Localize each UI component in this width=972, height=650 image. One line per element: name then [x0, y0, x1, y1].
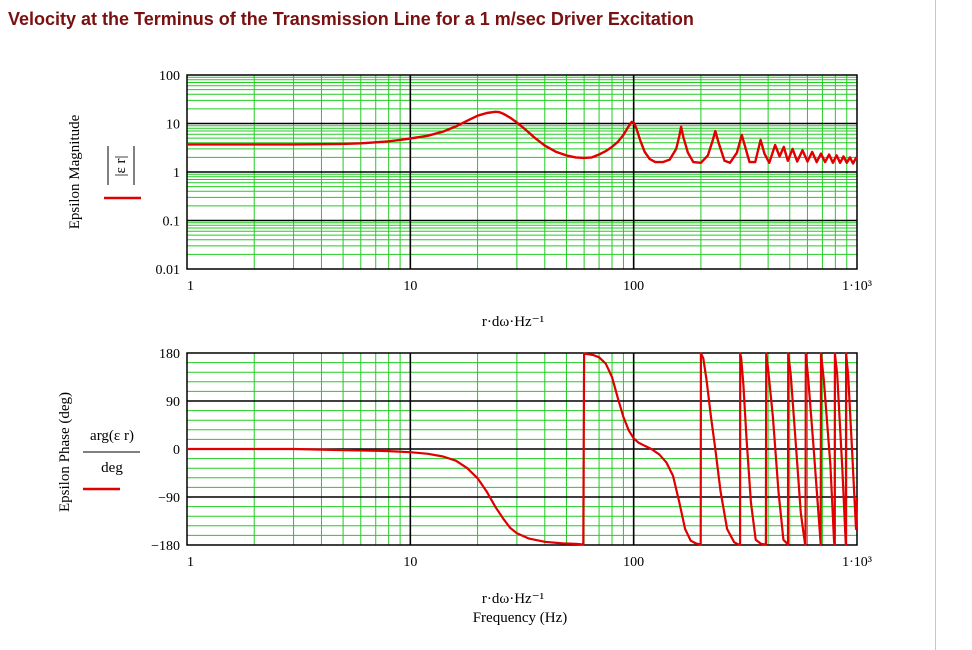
- scroll-divider: [935, 0, 936, 650]
- phase-x-axis-label: r·dω·Hz⁻¹: [482, 591, 544, 607]
- magnitude-frame: [186, 74, 858, 270]
- magnitude-series-line: [187, 110, 859, 165]
- phase-legend-denominator: deg: [101, 460, 123, 476]
- phase-y-axis-label: Epsilon Phase (deg): [57, 392, 73, 512]
- x-tick-label: 1: [187, 555, 194, 570]
- phase-series-line: [187, 352, 859, 546]
- y-tick-label: 0: [173, 443, 180, 458]
- phase-x-tick-labels: 1 10 100 1·10³: [187, 555, 872, 570]
- x-tick-label: 100: [623, 279, 644, 294]
- magnitude-y-axis-label: Epsilon Magnitude: [67, 114, 83, 229]
- y-tick-label: 90: [166, 395, 180, 410]
- y-tick-label: −90: [158, 491, 180, 506]
- y-tick-label: 0.1: [163, 215, 181, 230]
- magnitude-y-tick-labels: 100 10 1 0.1 0.01: [156, 69, 181, 278]
- phase-plot: 180 90 0 −90 −180 1 10 100 1·10³: [151, 347, 872, 570]
- x-tick-label: 100: [623, 555, 644, 570]
- magnitude-x-axis-label: r·dω·Hz⁻¹: [482, 314, 544, 330]
- y-tick-label: 0.01: [156, 263, 181, 278]
- magnitude-plot: 100 10 1 0.1 0.01 1 10 100 1·10³: [156, 69, 872, 294]
- y-tick-label: 1: [173, 166, 180, 181]
- x-tick-label: 10: [403, 279, 417, 294]
- y-tick-label: 10: [166, 118, 180, 133]
- x-tick-label: 1·10³: [842, 555, 872, 570]
- x-tick-label: 10: [403, 555, 417, 570]
- magnitude-legend: |ε r|: [104, 146, 141, 200]
- magnitude-x-tick-labels: 1 10 100 1·10³: [187, 279, 872, 294]
- y-tick-label: 100: [159, 69, 180, 84]
- magnitude-major-gridlines: [187, 75, 857, 269]
- phase-legend-numerator: arg(ε r): [90, 428, 134, 444]
- phase-y-tick-labels: 180 90 0 −90 −180: [151, 347, 180, 554]
- phase-legend: arg(ε r) deg: [83, 428, 140, 491]
- magnitude-legend-label: |ε r|: [113, 155, 129, 176]
- phase-x-axis-label-frequency: Frequency (Hz): [473, 610, 568, 626]
- x-tick-label: 1: [187, 279, 194, 294]
- y-tick-label: 180: [159, 347, 180, 362]
- y-tick-label: −180: [151, 539, 180, 554]
- chart-title: Velocity at the Terminus of the Transmis…: [8, 9, 694, 29]
- x-tick-label: 1·10³: [842, 279, 872, 294]
